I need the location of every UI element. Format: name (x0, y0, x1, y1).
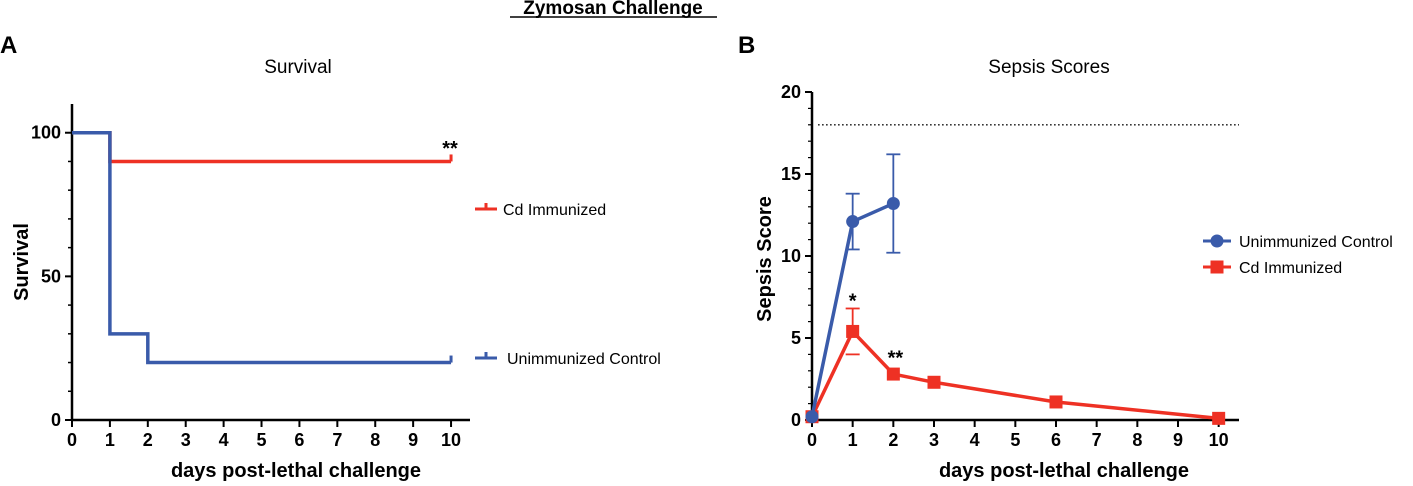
sepsis-x-label: days post-lethal challenge (939, 460, 1189, 482)
sepsis-y-tick-label: 20 (781, 82, 801, 102)
survival-x-tick-label: 0 (67, 430, 77, 450)
sepsis-title: Sepsis Scores (988, 57, 1109, 78)
survival-x-tick-label: 1 (105, 430, 115, 450)
survival-title: Survival (264, 57, 332, 78)
legend-marker-unimmunized-control (1210, 234, 1224, 248)
survival-x-tick-label: 5 (257, 430, 267, 450)
sepsis-x-tick-label: 3 (929, 430, 939, 450)
sepsis-point-cd-immunized (1212, 411, 1226, 425)
survival-x-tick-label: 3 (181, 430, 191, 450)
sepsis-x-tick-label: 7 (1092, 430, 1102, 450)
sepsis-x-tick-label: 4 (970, 430, 980, 450)
panel-label-b: B (738, 32, 755, 59)
sepsis-x-tick-label: 5 (1010, 430, 1020, 450)
survival-y-tick-label: 100 (31, 123, 61, 143)
survival-line-cd-immunized (72, 130, 452, 164)
sepsis-point-cd-immunized (927, 375, 941, 389)
survival-x-tick-label: 2 (143, 430, 153, 450)
sepsis-y-tick-label: 10 (781, 246, 801, 266)
sepsis-y-tick-label: 0 (791, 410, 801, 430)
survival-x-tick-label: 10 (441, 430, 461, 450)
sepsis-x-tick-label: 0 (807, 430, 817, 450)
sepsis-y-tick-label: 5 (791, 328, 801, 348)
sepsis-point-cd-immunized (1049, 395, 1063, 409)
panel-label-a: A (0, 32, 17, 59)
survival-x-tick-label: 4 (219, 430, 229, 450)
sepsis-significance-annotation: * (849, 290, 857, 312)
survival-y-tick-label: 50 (41, 266, 61, 286)
survival-significance-annotation: ** (442, 138, 458, 160)
survival-y-label: Survival (11, 223, 33, 301)
legend-label-cd-immunized: Cd Immunized (503, 202, 606, 219)
sepsis-significance-annotation: ** (888, 348, 904, 370)
sepsis-point-cd-immunized (846, 324, 860, 338)
legend-label-unimmunized-control: Unimmunized Control (1239, 234, 1393, 251)
sepsis-y-tick-label: 15 (781, 164, 801, 184)
sepsis-point-unimmunized-control (846, 215, 860, 229)
sepsis-x-tick-label: 8 (1132, 430, 1142, 450)
sepsis-point-cd-immunized (886, 367, 900, 381)
sepsis-x-tick-label: 9 (1173, 430, 1183, 450)
sepsis-y-label: Sepsis Score (754, 196, 776, 322)
legend-marker-cd-immunized (1210, 260, 1224, 274)
sepsis-x-tick-label: 2 (888, 430, 898, 450)
legend-label-unimmunized-control: Unimmunized Control (507, 351, 661, 368)
survival-x-tick-label: 8 (370, 430, 380, 450)
sepsis-x-tick-label: 10 (1209, 430, 1229, 450)
figure-title: Zymosan Challenge (523, 0, 703, 19)
sepsis-x-tick-label: 6 (1051, 430, 1061, 450)
sepsis-line-cd-immunized (810, 329, 1219, 421)
survival-x-tick-label: 9 (408, 430, 418, 450)
survival-chart: Survival days post-lethal challenge Surv… (11, 57, 661, 482)
sepsis-x-tick-label: 1 (848, 430, 858, 450)
sepsis-legend: Unimmunized Control Cd Immunized (1203, 234, 1393, 277)
survival-x-label: days post-lethal challenge (171, 460, 421, 482)
sepsis-series: *** (805, 153, 1226, 425)
sepsis-point-unimmunized-control (886, 197, 900, 211)
survival-x-tick-label: 6 (294, 430, 304, 450)
survival-line-unimmunized-control (72, 130, 452, 365)
legend-label-cd-immunized: Cd Immunized (1239, 260, 1342, 277)
survival-legend: Cd Immunized Unimmunized Control (475, 202, 661, 368)
sepsis-point-unimmunized-control (805, 410, 819, 424)
sepsis-axes: 0 1 2 3 4 5 6 7 8 9 10 0 5 10 15 20 (781, 82, 1239, 450)
survival-y-tick-label: 0 (51, 410, 61, 430)
survival-x-tick-label: 7 (332, 430, 342, 450)
sepsis-chart: Sepsis Scores days post-lethal challenge… (754, 57, 1393, 482)
survival-series: ** (72, 130, 458, 365)
